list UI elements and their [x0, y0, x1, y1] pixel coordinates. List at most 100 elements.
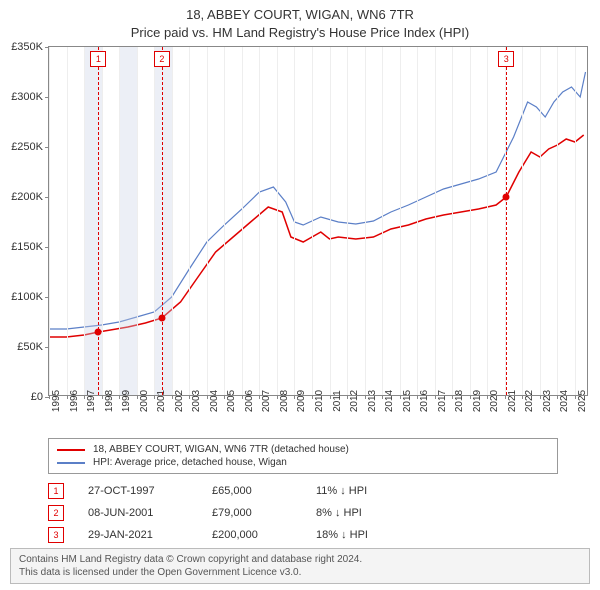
- xtick-label: 2004: [207, 390, 220, 412]
- gridline: [417, 47, 418, 395]
- gridline: [84, 47, 85, 395]
- ytick-mark: [45, 297, 49, 298]
- ytick-label: £100K: [11, 291, 43, 303]
- footer-line1: Contains HM Land Registry data © Crown c…: [19, 553, 581, 566]
- ytick-mark: [45, 47, 49, 48]
- table-row: 3 29-JAN-2021 £200,000 18% ↓ HPI: [48, 524, 406, 546]
- title-subtitle: Price paid vs. HM Land Registry's House …: [0, 24, 600, 42]
- xtick-label: 2002: [172, 390, 185, 412]
- legend-label: 18, ABBEY COURT, WIGAN, WN6 7TR (detache…: [93, 444, 349, 455]
- row-date: 27-OCT-1997: [88, 485, 188, 497]
- ytick-label: £350K: [11, 41, 43, 53]
- gridline: [172, 47, 173, 395]
- xtick-label: 2014: [382, 390, 395, 412]
- xtick-label: 2010: [312, 390, 325, 412]
- xtick-label: 2007: [259, 390, 272, 412]
- row-price: £65,000: [212, 485, 292, 497]
- xtick-label: 2001: [154, 390, 167, 412]
- gridline: [277, 47, 278, 395]
- row-delta: 11% ↓ HPI: [316, 485, 406, 497]
- legend: 18, ABBEY COURT, WIGAN, WN6 7TR (detache…: [48, 438, 558, 474]
- ytick-label: £250K: [11, 141, 43, 153]
- gridline: [382, 47, 383, 395]
- xtick-label: 1996: [67, 390, 80, 412]
- xtick-label: 2018: [452, 390, 465, 412]
- ytick-label: £150K: [11, 241, 43, 253]
- row-delta: 18% ↓ HPI: [316, 529, 406, 541]
- xtick-label: 2023: [540, 390, 553, 412]
- ytick-label: £300K: [11, 91, 43, 103]
- xtick-label: 2024: [557, 390, 570, 412]
- ytick-mark: [45, 397, 49, 398]
- row-date: 29-JAN-2021: [88, 529, 188, 541]
- gridline: [102, 47, 103, 395]
- ytick-mark: [45, 97, 49, 98]
- gridline: [452, 47, 453, 395]
- xtick-label: 2020: [487, 390, 500, 412]
- gridline: [259, 47, 260, 395]
- xtick-label: 2005: [224, 390, 237, 412]
- gridline: [487, 47, 488, 395]
- marker-line: [162, 47, 163, 395]
- xtick-label: 2022: [522, 390, 535, 412]
- marker-point: [503, 194, 510, 201]
- xtick-label: 2016: [417, 390, 430, 412]
- gridline: [294, 47, 295, 395]
- gridline: [330, 47, 331, 395]
- ytick-mark: [45, 347, 49, 348]
- marker-point: [158, 315, 165, 322]
- xtick-label: 2011: [330, 390, 343, 412]
- xtick-label: 2008: [277, 390, 290, 412]
- ytick-label: £0: [31, 391, 43, 403]
- xtick-label: 1999: [119, 390, 132, 412]
- xtick-label: 1997: [84, 390, 97, 412]
- gridline: [540, 47, 541, 395]
- gridline: [557, 47, 558, 395]
- ytick-mark: [45, 147, 49, 148]
- row-price: £200,000: [212, 529, 292, 541]
- xtick-label: 2019: [470, 390, 483, 412]
- gridline: [119, 47, 120, 395]
- xtick-label: 2012: [347, 390, 360, 412]
- attribution-footer: Contains HM Land Registry data © Crown c…: [10, 548, 590, 584]
- footer-line2: This data is licensed under the Open Gov…: [19, 566, 581, 579]
- xtick-label: 2006: [242, 390, 255, 412]
- chart-container: { "title_line1": "18, ABBEY COURT, WIGAN…: [0, 0, 600, 590]
- gridline: [522, 47, 523, 395]
- gridline: [347, 47, 348, 395]
- ytick-mark: [45, 197, 49, 198]
- xtick-label: 2025: [575, 390, 588, 412]
- ytick-mark: [45, 247, 49, 248]
- marker-line: [98, 47, 99, 395]
- xtick-label: 2013: [365, 390, 378, 412]
- gridline: [435, 47, 436, 395]
- marker-badge: 1: [90, 51, 106, 67]
- row-badge: 3: [48, 527, 64, 543]
- marker-table: 127-OCT-1997£65,00011% ↓ HPI208-JUN-2001…: [48, 480, 406, 546]
- gridline: [207, 47, 208, 395]
- xtick-label: 2000: [137, 390, 150, 412]
- xtick-label: 2017: [435, 390, 448, 412]
- legend-item: HPI: Average price, detached house, Wiga…: [57, 456, 549, 469]
- gridline: [154, 47, 155, 395]
- gridline: [67, 47, 68, 395]
- gridline: [365, 47, 366, 395]
- row-date: 08-JUN-2001: [88, 507, 188, 519]
- legend-label: HPI: Average price, detached house, Wiga…: [93, 457, 287, 468]
- xtick-label: 2003: [189, 390, 202, 412]
- xtick-label: 2015: [400, 390, 413, 412]
- xtick-label: 2009: [294, 390, 307, 412]
- gridline: [242, 47, 243, 395]
- legend-item: 18, ABBEY COURT, WIGAN, WN6 7TR (detache…: [57, 443, 549, 456]
- row-badge: 2: [48, 505, 64, 521]
- gridline: [224, 47, 225, 395]
- gridline: [312, 47, 313, 395]
- year-band: [119, 47, 137, 395]
- gridline: [137, 47, 138, 395]
- xtick-label: 1995: [49, 390, 62, 412]
- gridline: [575, 47, 576, 395]
- gridline: [49, 47, 50, 395]
- xtick-label: 1998: [102, 390, 115, 412]
- table-row: 127-OCT-1997£65,00011% ↓ HPI: [48, 480, 406, 502]
- ytick-label: £200K: [11, 191, 43, 203]
